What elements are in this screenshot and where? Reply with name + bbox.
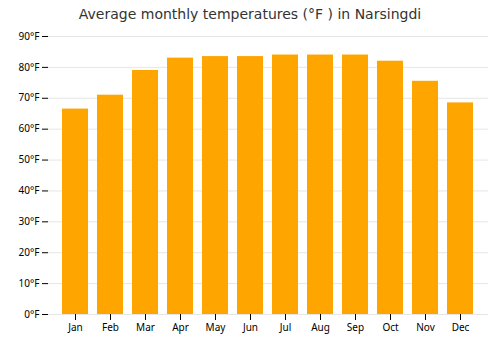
svg-text:Jan: Jan xyxy=(67,320,83,334)
svg-text:Nov: Nov xyxy=(416,320,435,334)
svg-text:40°F: 40°F xyxy=(19,183,40,197)
html-text:Average monthly temperatures (: Average monthly temperatures (°F ) in Na… xyxy=(78,6,422,22)
svg-text:Feb: Feb xyxy=(102,320,119,334)
svg-text:Sep: Sep xyxy=(347,320,364,334)
svg-text:30°F: 30°F xyxy=(19,214,40,228)
svg-text:Aug: Aug xyxy=(311,320,330,334)
svg-text:Jul: Jul xyxy=(279,320,292,334)
svg-text:10°F: 10°F xyxy=(19,276,40,290)
svg-text:90°F: 90°F xyxy=(19,29,40,43)
svg-text:Apr: Apr xyxy=(172,320,189,334)
svg-text:Jun: Jun xyxy=(242,320,258,334)
svg-text:Mar: Mar xyxy=(136,320,155,334)
svg-text:60°F: 60°F xyxy=(19,121,40,135)
svg-text:80°F: 80°F xyxy=(19,60,40,74)
svg-text:Dec: Dec xyxy=(452,320,470,334)
svg-text:70°F: 70°F xyxy=(19,90,40,104)
svg-text:20°F: 20°F xyxy=(19,245,40,259)
svg-text:50°F: 50°F xyxy=(19,152,40,166)
svg-text:Oct: Oct xyxy=(382,320,399,334)
svg-text:0°F: 0°F xyxy=(24,307,39,321)
svg-text:May: May xyxy=(206,320,227,334)
